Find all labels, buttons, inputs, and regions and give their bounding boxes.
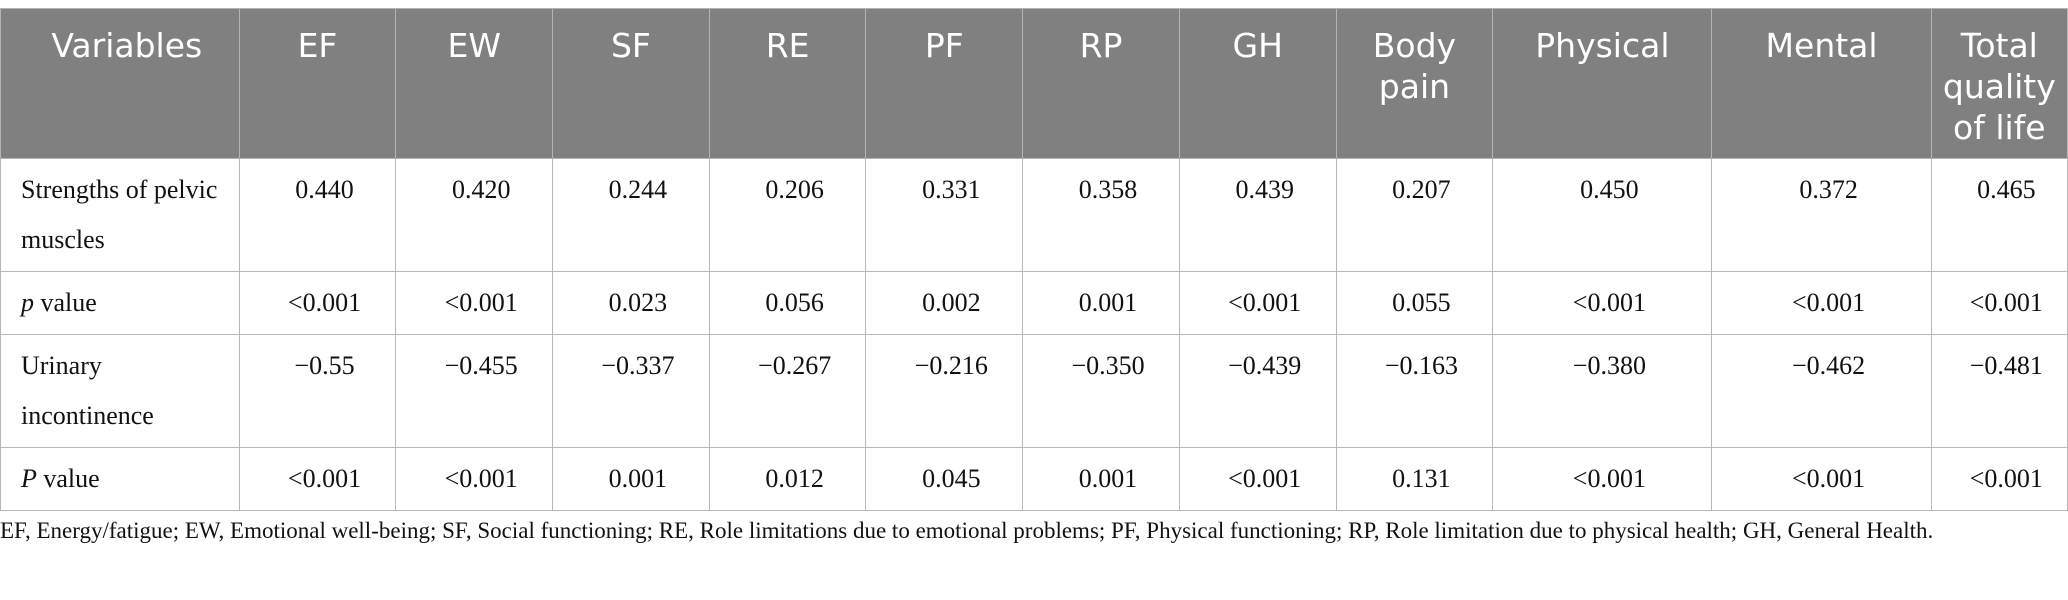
table-cell: <0.001 [1711,271,1932,335]
row-label-italic: p [21,288,34,317]
table-cell: 0.331 [865,158,1024,272]
table-cell: −0.267 [708,334,867,448]
table-row-urinary-incontinence: Urinary incontinence −0.55 −0.455 −0.337… [0,334,2068,448]
header-rp: RP [1022,8,1180,159]
table-cell: −0.337 [552,334,710,448]
table-cell: −0.350 [1022,334,1180,448]
table-cell: −0.439 [1178,334,1337,448]
row-label-rest: value [34,288,97,317]
table-cell: <0.001 [238,447,397,511]
header-physical: Physical [1492,8,1713,159]
table-cell: <0.001 [395,271,554,335]
header-mental: Mental [1711,8,1932,159]
table-cell: <0.001 [1178,447,1337,511]
table-cell: <0.001 [395,447,554,511]
table-cell: <0.001 [1930,447,2068,511]
table-cell: 0.450 [1492,158,1713,272]
table-cell: −0.481 [1930,334,2068,448]
table-row-pelvic-strength: Strengths of pelvic muscles 0.440 0.420 … [0,158,2068,272]
table-cell: <0.001 [1930,271,2068,335]
table-cell: 0.001 [1022,447,1180,511]
header-sf: SF [552,8,710,159]
header-ew: EW [395,8,554,159]
table-cell: 0.420 [395,158,554,272]
header-body-pain: Body pain [1335,8,1494,159]
table-cell: −0.462 [1711,334,1932,448]
table-cell: <0.001 [1492,447,1713,511]
table-cell: 0.001 [552,447,710,511]
table-cell: 0.207 [1335,158,1494,272]
table-cell: <0.001 [238,271,397,335]
row-label: p value [0,271,240,335]
table-row-p-value-1: p value <0.001 <0.001 0.023 0.056 0.002 … [0,271,2068,335]
table-cell: 0.045 [865,447,1024,511]
table-cell: 0.440 [238,158,397,272]
row-label-rest: value [36,464,100,493]
header-variables: Variables [0,8,240,159]
table-cell: −0.455 [395,334,554,448]
table-row-p-value-2: P value <0.001 <0.001 0.001 0.012 0.045 … [0,447,2068,511]
correlation-table: Variables EF EW SF RE PF RP GH Body pain… [0,8,2068,511]
row-label: Urinary incontinence [0,334,240,448]
row-label: Strengths of pelvic muscles [0,158,240,272]
row-label: P value [0,447,240,511]
table-cell: 0.131 [1335,447,1494,511]
table-cell: 0.056 [708,271,867,335]
header-re: RE [708,8,867,159]
table-footnote: EF, Energy/fatigue; EW, Emotional well-b… [0,518,1934,543]
row-label-italic: P [21,464,37,493]
table-cell: <0.001 [1711,447,1932,511]
table-cell: −0.55 [238,334,397,448]
header-total-quality-of-life: Total quality of life [1930,8,2068,159]
table-cell: 0.001 [1022,271,1180,335]
table-cell: 0.439 [1178,158,1337,272]
table-cell: 0.002 [865,271,1024,335]
table-cell: 0.244 [552,158,710,272]
header-row: Variables EF EW SF RE PF RP GH Body pain… [0,8,2068,159]
table-cell: 0.358 [1022,158,1180,272]
table-cell: 0.023 [552,271,710,335]
table-cell: 0.206 [708,158,867,272]
header-gh: GH [1178,8,1337,159]
table-cell: <0.001 [1492,271,1713,335]
table-cell: −0.216 [865,334,1024,448]
table-cell: 0.012 [708,447,867,511]
table-cell: <0.001 [1178,271,1337,335]
table-cell: −0.380 [1492,334,1713,448]
table-cell: 0.055 [1335,271,1494,335]
table-cell: 0.465 [1930,158,2068,272]
header-ef: EF [238,8,397,159]
table-cell: −0.163 [1335,334,1494,448]
header-pf: PF [865,8,1024,159]
table-cell: 0.372 [1711,158,1932,272]
